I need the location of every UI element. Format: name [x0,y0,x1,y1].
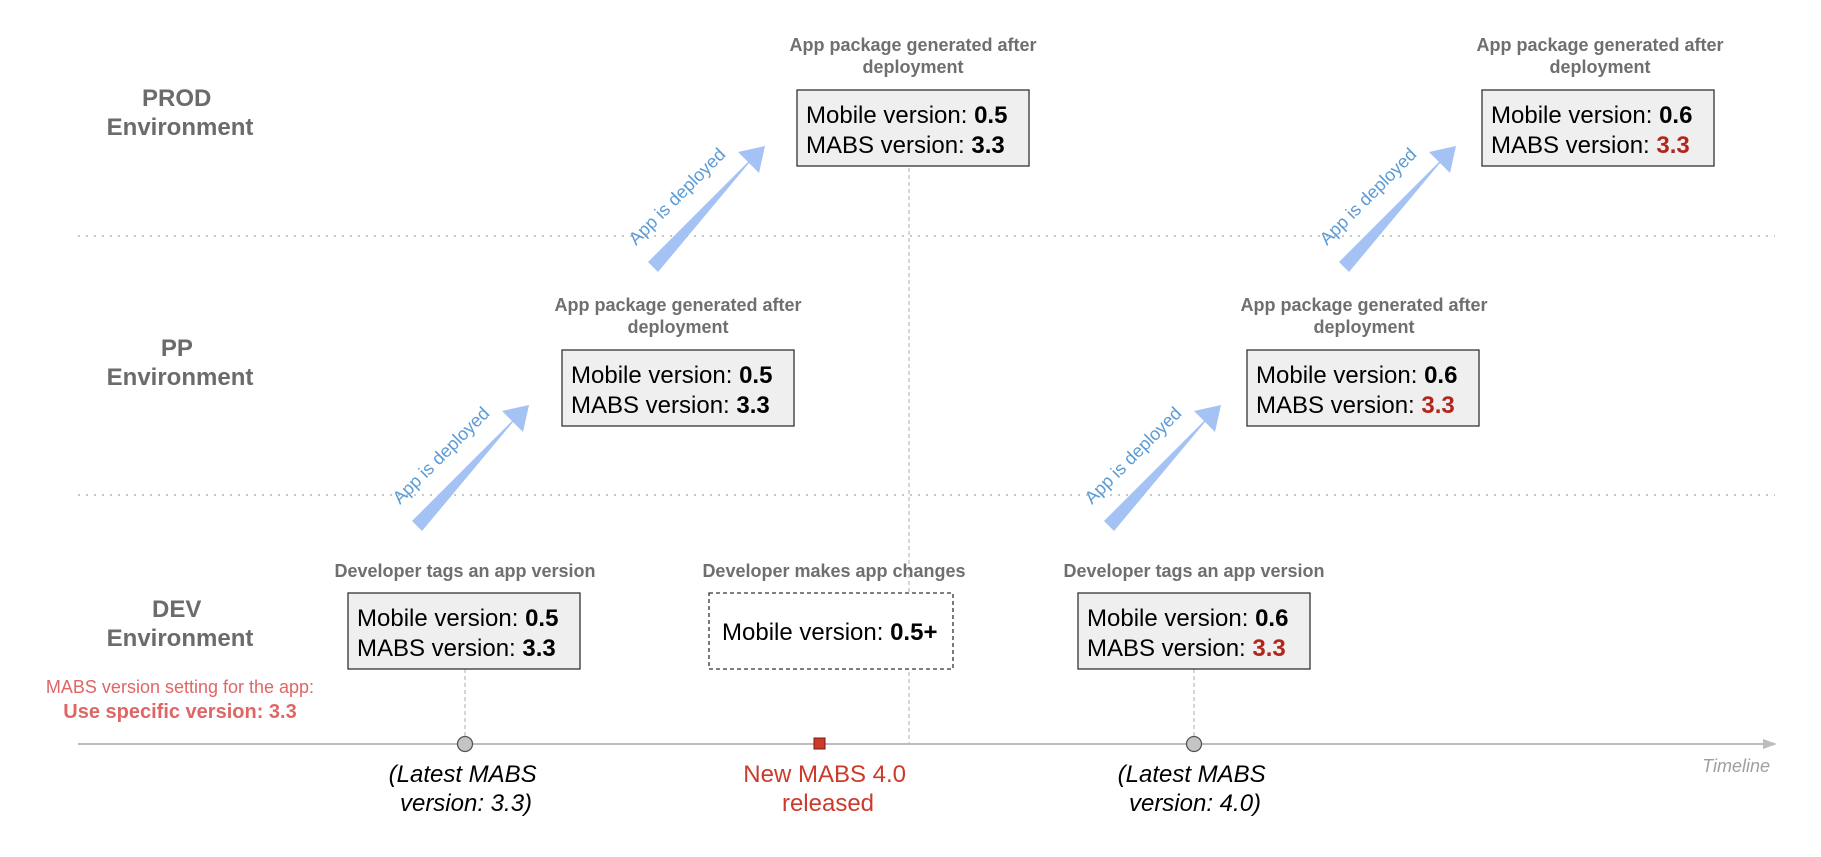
mobile-version-text: Mobile version: 0.6 [1491,102,1692,129]
version-box-dev-1: Mobile version: 0.5 MABS version: 3.3 [347,592,581,670]
deploy-arrow-pp-2 [1104,405,1221,531]
mabs-version-text: MABS version: 3.3 [1087,635,1286,662]
caption-prod-2-line1: App package generated after [1476,35,1723,55]
caption-dev-changes: Developer makes app changes [702,561,965,581]
version-box-dev-changes: Mobile version: 0.5+ [708,592,954,670]
mabs-version-text: MABS version: 3.3 [1256,392,1455,419]
version-box-prod-2: Mobile version: 0.6 MABS version: 3.3 [1481,89,1715,167]
mabs-version-text: MABS version: 3.3 [1491,132,1690,159]
version-box-prod-1: Mobile version: 0.5 MABS version: 3.3 [796,89,1030,167]
setting-note-label: MABS version setting for the app: [46,677,314,697]
mobile-version-text: Mobile version: 0.5 [806,102,1007,129]
mabs-version-text: MABS version: 3.3 [806,132,1005,159]
env-label-pp: PP Environment [107,335,254,391]
caption-dev-tag-1: Developer tags an app version [334,561,595,581]
deploy-arrow-prod-1 [648,146,765,272]
mobile-version-text: Mobile version: 0.5+ [722,619,937,646]
caption-dev-tag-2: Developer tags an app version [1063,561,1324,581]
version-box-pp-1: Mobile version: 0.5 MABS version: 3.3 [561,349,795,427]
setting-note-value: Use specific version: 3.3 [63,701,296,723]
mabs-version-text: MABS version: 3.3 [357,635,556,662]
mobile-version-text: Mobile version: 0.5 [571,362,772,389]
caption-pp-1-line1: App package generated after [554,295,801,315]
timeline-release-note: New MABS 4.0 released [743,761,912,817]
version-box-pp-2: Mobile version: 0.6 MABS version: 3.3 [1246,349,1480,427]
timeline-event2-marker [1185,735,1203,753]
timeline-event2-note: (Latest MABS version: 4.0) [1118,761,1273,817]
mobile-version-text: Mobile version: 0.6 [1256,362,1457,389]
caption-prod-2-line2: deployment [1549,57,1650,77]
caption-prod-1-line1: App package generated after [789,35,1036,55]
mobile-version-text: Mobile version: 0.6 [1087,605,1288,632]
caption-prod-1-line2: deployment [862,57,963,77]
deploy-arrow-pp-1 [412,405,529,531]
caption-pp-2-line1: App package generated after [1240,295,1487,315]
timeline-label: Timeline [1702,756,1770,776]
env-label-prod: PROD Environment [107,85,254,141]
caption-pp-1-line2: deployment [627,317,728,337]
timeline-release-marker [813,737,826,750]
mobile-version-text: Mobile version: 0.5 [357,605,558,632]
mabs-version-text: MABS version: 3.3 [571,392,770,419]
env-label-dev: DEV Environment [107,596,254,652]
version-box-dev-2: Mobile version: 0.6 MABS version: 3.3 [1077,592,1311,670]
timeline-event1-marker [456,735,474,753]
caption-pp-2-line2: deployment [1313,317,1414,337]
timeline-event1-note: (Latest MABS version: 3.3) [389,761,544,817]
deploy-arrow-prod-2 [1339,146,1456,272]
